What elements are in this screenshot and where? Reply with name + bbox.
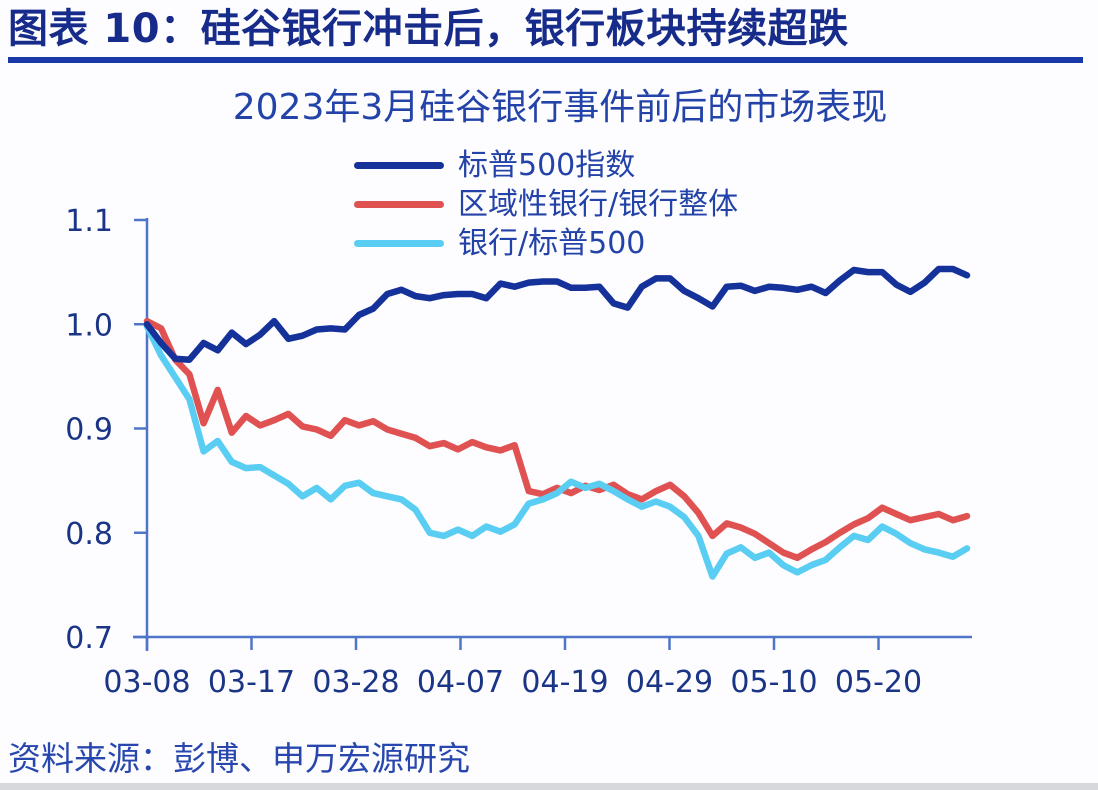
x-tick-label: 05-20 [835, 665, 922, 700]
legend-row-banks-vs-sp500: 银行/标普500 [354, 224, 738, 263]
legend-swatch-banks-vs-sp500 [354, 240, 444, 247]
y-tick-label: 0.9 [65, 413, 113, 448]
title-underline [8, 57, 1083, 63]
legend-label-regional-banks: 区域性银行/银行整体 [458, 186, 739, 222]
legend-swatch-sp500 [354, 162, 444, 169]
x-tick-label: 03-17 [208, 665, 295, 700]
x-tick-label: 03-28 [312, 665, 399, 700]
bottom-edge-bar [0, 783, 1098, 790]
x-tick-label: 04-19 [521, 665, 608, 700]
series-line-1 [143, 317, 971, 562]
y-tick-label: 0.7 [65, 621, 113, 656]
legend-row-regional-banks: 区域性银行/银行整体 [354, 185, 738, 224]
source-note: 资料来源：彭博、申万宏源研究 [8, 739, 470, 778]
x-tick-label: 03-08 [103, 665, 190, 700]
x-tick-label: 04-07 [417, 665, 504, 700]
y-tick-label: 0.8 [65, 517, 113, 552]
series-line-0 [143, 265, 971, 363]
legend-label-sp500: 标普500指数 [458, 147, 636, 183]
series-line-2 [143, 323, 971, 580]
x-tick-label: 04-29 [626, 665, 713, 700]
chart-title: 2023年3月硅谷银行事件前后的市场表现 [232, 87, 888, 128]
legend-row-sp500: 标普500指数 [354, 146, 738, 185]
y-tick-label: 1.1 [65, 204, 113, 239]
x-tick-label: 05-10 [730, 665, 817, 700]
figure-title: 图表 10：硅谷银行冲击后，银行板块持续超跌 [8, 6, 849, 52]
legend-label-banks-vs-sp500: 银行/标普500 [458, 225, 646, 261]
y-tick-label: 1.0 [65, 308, 113, 343]
chart-legend: 标普500指数 区域性银行/银行整体 银行/标普500 [354, 146, 738, 263]
legend-swatch-regional-banks [354, 201, 444, 208]
